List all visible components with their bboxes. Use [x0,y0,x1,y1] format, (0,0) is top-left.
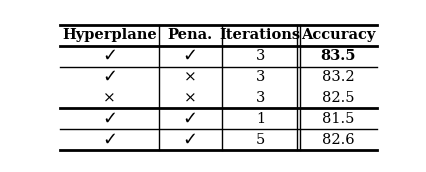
Text: Iterations: Iterations [220,28,301,42]
Text: ✓: ✓ [183,110,198,128]
Text: ×: × [103,91,116,105]
Text: 83.2: 83.2 [322,70,354,84]
Text: 83.5: 83.5 [320,49,356,63]
Text: ✓: ✓ [183,47,198,65]
Text: 81.5: 81.5 [322,112,354,126]
Text: ✓: ✓ [102,47,117,65]
Text: ✓: ✓ [102,131,117,149]
Text: 3: 3 [256,91,265,105]
Text: 3: 3 [256,49,265,63]
Text: 5: 5 [256,133,265,147]
Text: Hyperplane: Hyperplane [62,28,157,42]
Text: 3: 3 [256,70,265,84]
Text: Pena.: Pena. [168,28,213,42]
Text: 1: 1 [256,112,265,126]
Text: ✓: ✓ [102,110,117,128]
Text: ✓: ✓ [183,131,198,149]
Text: 82.5: 82.5 [322,91,354,105]
Text: 82.6: 82.6 [322,133,354,147]
Text: ×: × [184,91,197,105]
Text: ×: × [184,70,197,84]
Text: Accuracy: Accuracy [301,28,375,42]
Text: ✓: ✓ [102,68,117,86]
